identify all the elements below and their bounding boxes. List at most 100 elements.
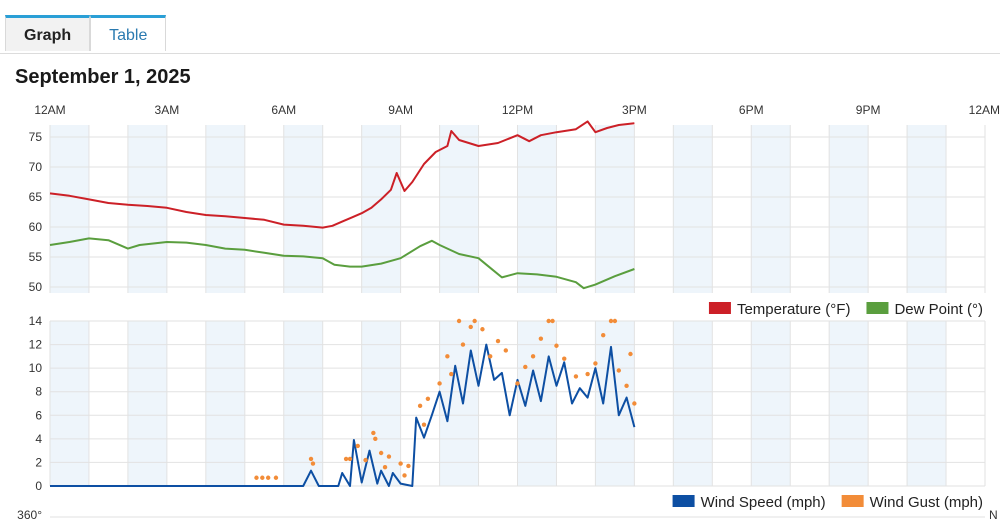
tab-divider <box>0 53 1000 54</box>
hour-band <box>517 321 557 486</box>
time-tick-label: 3PM <box>622 103 647 117</box>
hour-band <box>205 125 245 293</box>
time-tick-label: 6AM <box>271 103 296 117</box>
y-tick-label: 75 <box>29 130 43 144</box>
chart-panel-1: 50 55 60 65 70 75 Dew Point (°) Temperature (°F… <box>29 120 986 318</box>
wind-gust-point <box>608 318 614 324</box>
y-tick-label: 2 <box>35 455 42 469</box>
wind-gust-point <box>468 324 473 330</box>
wind-gust-point <box>488 354 493 359</box>
wind-gust-point <box>530 354 536 359</box>
wind-gust-point <box>573 374 579 379</box>
time-tick-label: 9AM <box>388 103 413 117</box>
time-tick-label: 12PM <box>502 103 533 117</box>
y-tick-label: 6 <box>35 408 42 422</box>
hour-band <box>517 125 557 293</box>
y-tick-label: 10 <box>29 361 43 375</box>
wind-gust-point <box>554 343 559 348</box>
wind-gust-point <box>363 457 368 463</box>
wind-gust-point <box>382 464 388 470</box>
wind-gust-point <box>273 475 279 480</box>
wind-gust-point <box>456 318 462 324</box>
y-tick-label: 14 <box>29 314 43 328</box>
wind-gust-point <box>616 368 621 373</box>
wind-gust-point <box>265 475 271 480</box>
y-tick-label: 55 <box>29 250 43 264</box>
y-tick-label: 70 <box>29 160 43 174</box>
y-tick-label: 0 <box>35 479 42 493</box>
hour-band <box>673 125 713 293</box>
wind-gust-point <box>523 364 528 370</box>
wind-gust-point <box>355 443 360 449</box>
wind-gust-point <box>398 461 403 466</box>
wind-direction-tick-label: 360° <box>17 508 42 519</box>
time-tick-label: 6PM <box>739 103 764 117</box>
wind-speed-mph-line <box>50 343 636 487</box>
wind-gust-point <box>612 318 618 324</box>
legend-swatch <box>866 302 889 314</box>
hour-band <box>50 125 89 293</box>
date-title: September 1, 2025 <box>15 66 191 88</box>
hour-band <box>751 321 791 486</box>
wind-gust-point <box>624 383 629 389</box>
wind-gust-point <box>538 336 544 341</box>
legend-swatch <box>708 302 731 314</box>
legend-label: Temperature (°F) <box>737 301 851 318</box>
wind-gust-point <box>445 354 450 359</box>
wind-gust-point <box>546 318 551 324</box>
y-tick-label: 12 <box>29 338 43 352</box>
chart-panel-2: 0 2 4 6 8 10 12 14 Wind Gust (mph) Wind Speed (mp… <box>29 314 986 511</box>
y-tick-label: 50 <box>29 280 43 294</box>
wind-gust-point <box>601 332 606 338</box>
wind-gust-point <box>449 371 454 377</box>
time-tick-label: 3AM <box>155 103 180 117</box>
wind-gust-point <box>371 430 376 436</box>
wind-gust-point <box>593 361 598 366</box>
y-tick-label: 65 <box>29 190 43 204</box>
wind-gust-point <box>425 396 431 401</box>
wind-gust-point <box>343 456 349 462</box>
tab-graph[interactable]: Graph <box>5 15 91 51</box>
wind-gust-point <box>585 371 590 377</box>
wind-gust-point <box>260 475 265 480</box>
wind-gust-point <box>373 436 378 442</box>
hour-band <box>127 321 167 486</box>
hour-band <box>829 321 869 486</box>
time-tick-label: 9PM <box>856 103 881 117</box>
hour-band <box>439 125 479 293</box>
wind-gust-point <box>495 338 501 344</box>
wind-gust-point <box>460 342 466 347</box>
wind-gust-point <box>632 401 637 406</box>
hour-band <box>673 321 713 486</box>
hour-band <box>751 125 791 293</box>
legend-label: Wind Speed (mph) <box>701 494 826 511</box>
legend-swatch <box>672 495 695 507</box>
legend-label: Dew Point (°) <box>894 301 983 318</box>
legend-label: Wind Gust (mph) <box>870 494 983 511</box>
hour-band <box>127 125 167 293</box>
wind-gust-point <box>437 381 442 386</box>
wind-gust-point <box>503 348 509 353</box>
wind-gust-point <box>421 422 427 427</box>
hour-band <box>439 321 479 486</box>
hour-band <box>829 125 869 293</box>
wind-gust-point <box>472 318 477 324</box>
hour-band <box>50 321 89 486</box>
dew-point-line <box>49 237 635 290</box>
wind-gust-point <box>417 403 423 409</box>
hour-band <box>283 321 323 486</box>
legend-swatch <box>841 495 864 507</box>
wind-gust-point <box>562 356 567 361</box>
wind-gust-point <box>310 461 316 466</box>
wind-gust-point <box>550 318 555 324</box>
wind-gust-point <box>515 381 520 386</box>
hour-band <box>283 125 323 293</box>
wind-gust-point <box>308 456 314 462</box>
wind-gust-point <box>402 473 407 478</box>
wind-direction-compass-label: N <box>989 508 998 519</box>
y-tick-label: 8 <box>35 385 42 399</box>
tab-table[interactable]: Table <box>90 15 167 51</box>
hour-band <box>907 125 947 293</box>
wind-gust-point <box>378 450 384 456</box>
